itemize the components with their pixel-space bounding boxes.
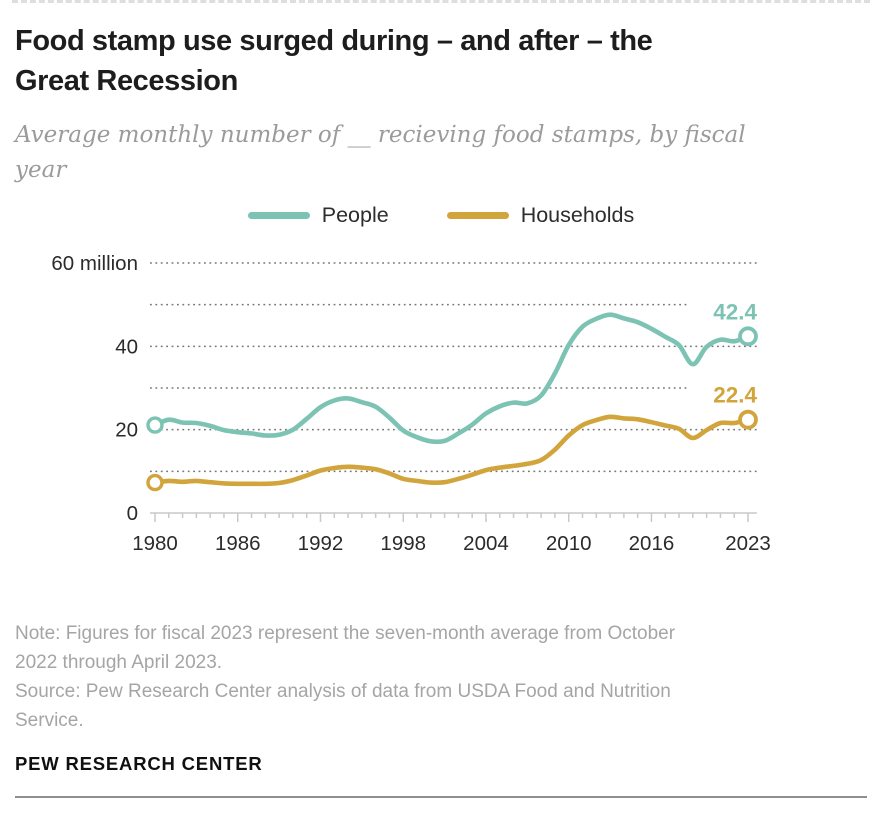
x-tick-label-2023: 2023 [725,532,771,555]
bottom-divider [15,796,867,798]
households-end-marker [738,409,758,430]
people-line-swatch-icon [247,211,310,219]
people-end-value-label: 42.4 [713,299,757,324]
pew-research-center-wordmark: PEW RESEARCH CENTER [15,753,263,774]
households-line-swatch-icon [446,211,509,219]
x-tick-label-1980: 1980 [132,532,178,555]
x-tick-label-1986: 1986 [215,532,261,555]
chart-note: Note: Figures for fiscal 2023 represent … [15,623,676,673]
chart-source: Source: Pew Research Center analysis of … [15,681,671,731]
line-chart: 60 million 40 20 0 1980 1986 1992 1998 2004 2010 2… [0,245,882,580]
x-tick-label-1998: 1998 [380,532,426,555]
x-tick-label-2004: 2004 [463,532,509,555]
top-dashed-divider [12,0,870,3]
households-end-value-label: 22.4 [713,383,757,408]
chart-subtitle: Average monthly number of __ recieving f… [15,122,746,183]
page-title: Food stamp use surged during – and after… [15,25,653,97]
legend-item-households: Households [446,202,635,228]
chart-legend: People Households [0,203,882,227]
households-start-marker [146,473,164,492]
people-end-marker [738,326,758,347]
y-tick-label-0: 0 [127,502,138,525]
chart-canvas: 60 million 40 20 0 1980 1986 1992 1998 2004 2010 2… [51,252,771,555]
x-tick-label-2010: 2010 [546,532,592,555]
legend-label-households: Households [520,202,635,227]
people-line [152,312,751,445]
legend-label-people: People [321,202,389,227]
x-tick-label-1992: 1992 [298,532,344,555]
legend-item-people: People [247,202,389,228]
y-tick-label-60: 60 million [51,252,138,275]
people-start-marker [146,416,164,434]
y-tick-label-40: 40 [115,335,138,358]
y-tick-label-20: 20 [115,419,138,442]
x-tick-label-2016: 2016 [629,532,675,555]
households-line [152,414,751,487]
